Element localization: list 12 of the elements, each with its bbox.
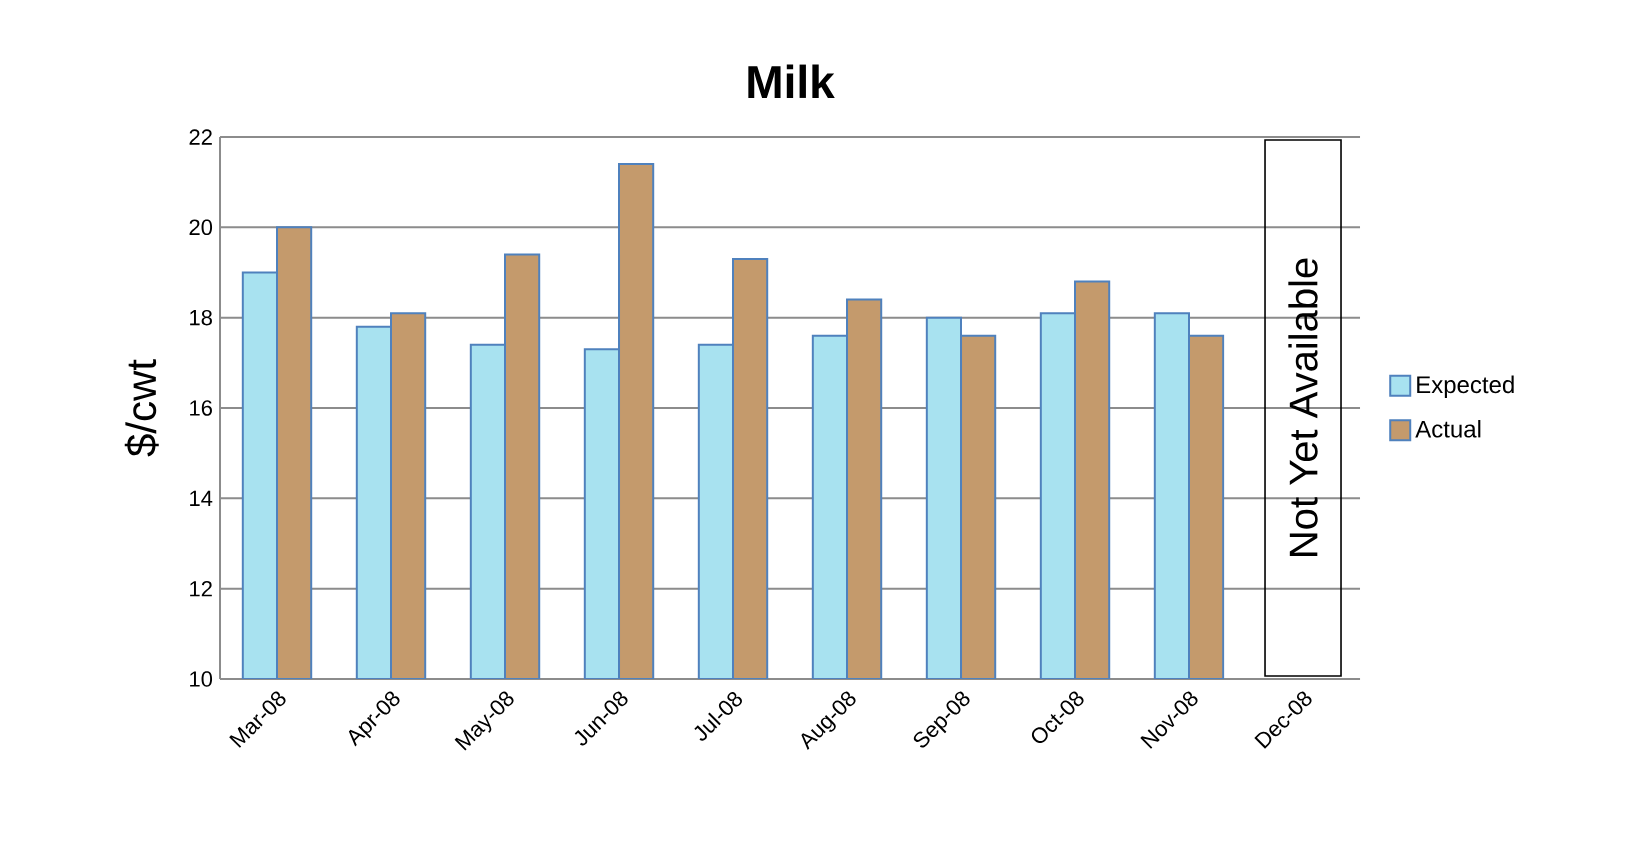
y-tick-label: 20: [189, 219, 213, 236]
y-tick-label: 22: [189, 129, 212, 145]
legend-label: Actual: [1415, 420, 1481, 438]
y-tick-label: 18: [190, 309, 212, 326]
y-tick-label: 12: [190, 581, 212, 597]
annotation: Not Yet Available: [1288, 258, 1318, 556]
y-tick-label: 14: [190, 490, 213, 506]
chart-title: Milk: [748, 64, 835, 98]
y-tick-label: 16: [190, 400, 212, 416]
y-tick-label: 10: [190, 671, 213, 687]
y-axis-title: $/cwt: [124, 359, 159, 457]
legend-label: Expected: [1417, 375, 1514, 398]
